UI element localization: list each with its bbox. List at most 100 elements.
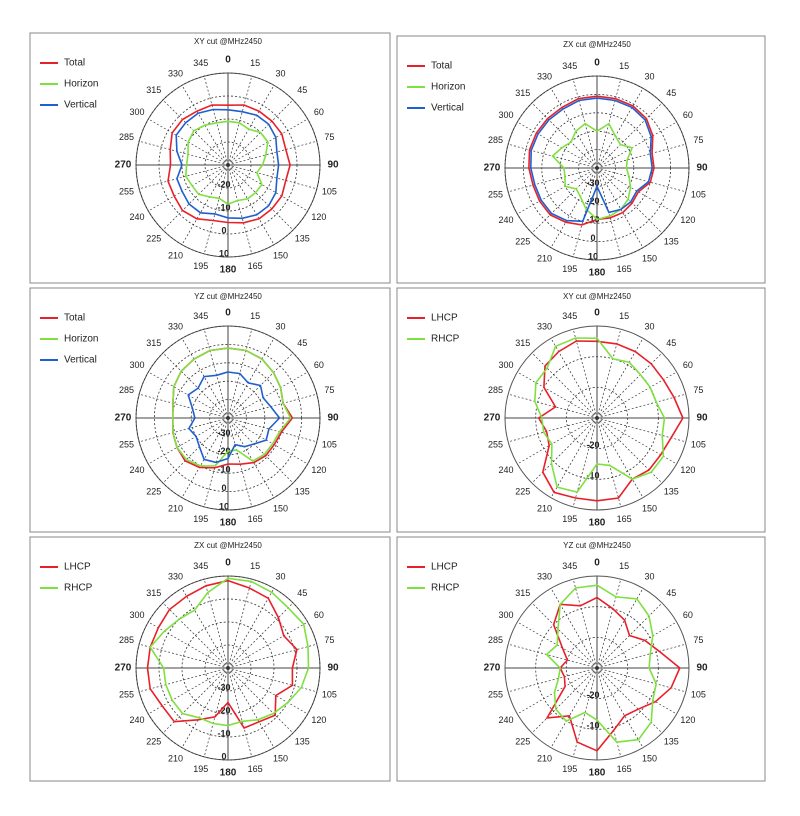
angle-label: 0	[225, 308, 231, 319]
r-tick-label: -20	[586, 690, 599, 700]
r-tick-label: -10	[586, 471, 599, 481]
angle-label: 60	[683, 110, 693, 120]
angle-label: 315	[515, 88, 530, 98]
angle-spoke	[139, 393, 229, 419]
legend-label: Vertical	[64, 355, 97, 366]
angle-label: 120	[311, 715, 326, 725]
angle-spoke	[596, 667, 677, 715]
legend-label: Horizon	[64, 79, 98, 90]
angle-spoke	[596, 579, 622, 669]
angle-spoke	[181, 588, 229, 669]
angle-label: 60	[683, 360, 693, 370]
angle-label: 225	[146, 234, 161, 244]
angle-spoke	[227, 667, 308, 715]
angle-label: 150	[642, 253, 657, 263]
r-tick-label: -20	[217, 705, 230, 715]
angle-spoke	[162, 352, 229, 419]
angle-label: 180	[589, 268, 606, 279]
angle-label: 285	[488, 135, 503, 145]
angle-label: 255	[488, 440, 503, 450]
series-line	[167, 104, 291, 224]
angle-label: 285	[119, 385, 134, 395]
angle-spoke	[139, 164, 229, 190]
panel-frame	[396, 35, 766, 284]
series-line	[533, 337, 666, 494]
angle-spoke	[596, 167, 644, 248]
angle-label: 330	[537, 571, 552, 581]
angle-label: 195	[193, 764, 208, 774]
angle-spoke	[227, 417, 317, 443]
angle-label: 270	[484, 163, 501, 174]
angle-spoke	[531, 667, 598, 734]
angle-label: 60	[314, 360, 324, 370]
angle-label: 210	[537, 253, 552, 263]
angle-spoke	[531, 102, 598, 169]
series-line	[184, 120, 269, 205]
series-line	[146, 579, 298, 729]
legend-label: RHCP	[431, 583, 460, 594]
angle-label: 315	[146, 588, 161, 598]
angle-label: 240	[130, 465, 145, 475]
angle-spoke	[227, 602, 294, 669]
chart-title: XY cut @MHz2450	[194, 37, 263, 46]
angle-label: 330	[537, 71, 552, 81]
angle-label: 270	[484, 413, 501, 424]
angle-label: 180	[220, 265, 237, 276]
angle-spoke	[531, 167, 598, 234]
angle-spoke	[550, 88, 598, 169]
series-line	[171, 347, 292, 467]
angle-label: 150	[642, 503, 657, 513]
angle-label: 15	[250, 311, 260, 321]
legend-label: LHCP	[64, 562, 91, 573]
angle-spoke	[227, 667, 294, 734]
angle-spoke	[517, 167, 598, 215]
legend-label: Total	[64, 313, 85, 324]
angle-label: 15	[619, 61, 629, 71]
angle-spoke	[227, 667, 275, 748]
angle-spoke	[596, 393, 686, 419]
angle-spoke	[517, 417, 598, 465]
angle-label: 285	[119, 635, 134, 645]
angle-label: 30	[644, 321, 654, 331]
angle-spoke	[227, 164, 294, 231]
angle-spoke	[508, 667, 598, 693]
angle-label: 180	[589, 518, 606, 529]
angle-label: 105	[322, 440, 337, 450]
angle-label: 180	[220, 518, 237, 529]
angle-spoke	[550, 588, 598, 669]
angle-spoke	[203, 667, 229, 757]
angle-label: 45	[666, 588, 676, 598]
legend-label: LHCP	[431, 313, 458, 324]
legend-label: Vertical	[431, 103, 464, 114]
angle-label: 150	[642, 753, 657, 763]
angle-label: 135	[664, 737, 679, 747]
angle-label: 345	[193, 58, 208, 68]
series-line	[187, 371, 281, 464]
chart-title: ZX cut @MHz2450	[194, 541, 262, 550]
angle-label: 255	[488, 190, 503, 200]
angle-label: 165	[617, 764, 632, 774]
angle-label: 90	[327, 413, 339, 424]
angle-label: 120	[311, 212, 326, 222]
r-tick-label: -10	[217, 728, 230, 738]
angle-label: 135	[295, 487, 310, 497]
angle-label: 345	[193, 311, 208, 321]
angle-spoke	[550, 167, 598, 248]
angle-label: 150	[273, 250, 288, 260]
panel-frame	[29, 32, 391, 284]
angle-spoke	[227, 164, 317, 190]
angle-label: 330	[537, 321, 552, 331]
angle-label: 345	[562, 561, 577, 571]
angle-label: 255	[488, 690, 503, 700]
angle-label: 285	[119, 132, 134, 142]
chart-panel: XY cut @MHz2450 -20 -10 0 10 0 15 30 45 60 75 90 105…	[29, 32, 391, 284]
angle-spoke	[203, 76, 229, 166]
angle-label: 330	[168, 571, 183, 581]
angle-label: 210	[168, 250, 183, 260]
angle-spoke	[572, 579, 598, 669]
legend-label: Horizon	[431, 82, 465, 93]
angle-label: 240	[499, 715, 514, 725]
r-tick-label: 10	[219, 248, 229, 258]
angle-label: 75	[693, 635, 703, 645]
angle-spoke	[550, 667, 598, 748]
